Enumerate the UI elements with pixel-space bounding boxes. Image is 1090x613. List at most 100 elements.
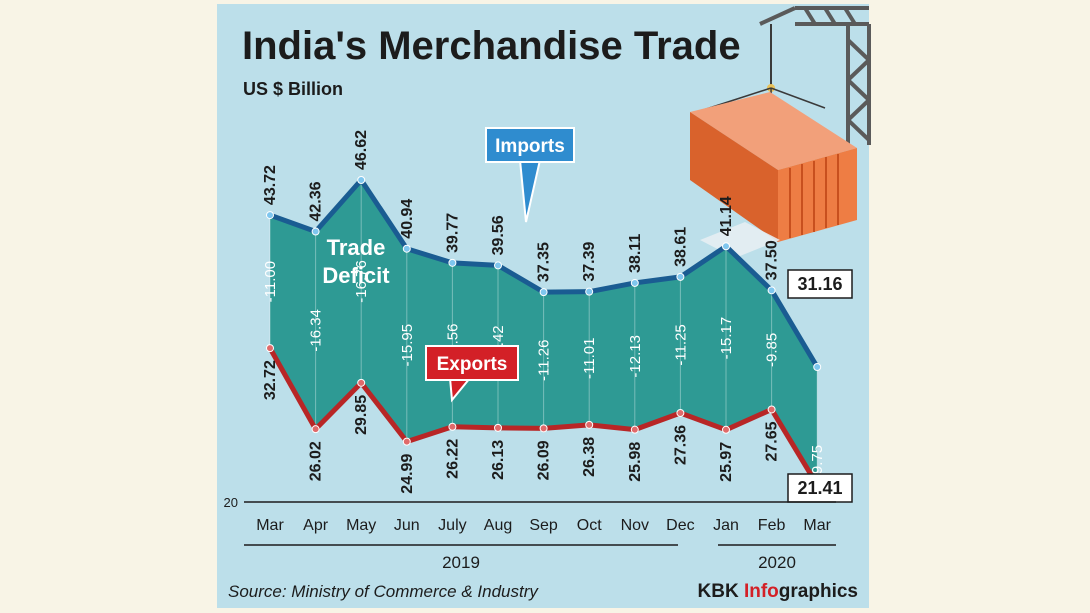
- month-label-11: Feb: [758, 517, 786, 534]
- exports-point-3: [402, 437, 411, 446]
- imports-label-11: 37.50: [764, 240, 781, 280]
- exports-point-9: [676, 408, 685, 417]
- exports-label-0: 32.72: [262, 360, 279, 400]
- exports-callout-label: Exports: [437, 354, 508, 375]
- imports-label-2: 46.62: [353, 130, 370, 170]
- exports-label-6: 26.09: [536, 440, 553, 480]
- month-label-10: Jan: [713, 517, 739, 534]
- deficit-label-9: -11.25: [672, 324, 689, 365]
- month-label-12: Mar: [803, 517, 831, 534]
- imports-point-9: [676, 272, 685, 281]
- month-label-9: Dec: [666, 517, 694, 534]
- imports-point-3: [402, 244, 411, 253]
- imports-point-7: [585, 287, 594, 296]
- imports-point-0: [266, 211, 274, 220]
- imports-points: [266, 176, 822, 372]
- month-label-0: Mar: [256, 517, 284, 534]
- imports-label-0: 43.72: [262, 165, 279, 205]
- y-axis-tick-20: 20: [224, 495, 238, 510]
- exports-label-10: 25.97: [718, 442, 735, 482]
- imports-end-label: 31.16: [797, 274, 842, 294]
- month-label-1: Apr: [303, 517, 329, 534]
- imports-end-label-box: [787, 269, 853, 299]
- imports-point-1: [311, 227, 320, 236]
- imports-callout: Imports: [485, 127, 575, 223]
- imports-label-8: 38.11: [627, 234, 644, 273]
- exports-label-3: 24.99: [399, 454, 416, 494]
- month-label-4: July: [438, 517, 466, 534]
- exports-point-7: [585, 420, 594, 429]
- imports-point-12: [813, 363, 822, 372]
- exports-end-label: 21.41: [797, 478, 842, 498]
- deficit-label-2: -16.76: [353, 260, 370, 303]
- imports-label-4: 39.77: [444, 213, 461, 253]
- year-label-2019: 2019: [442, 553, 480, 572]
- exports-point-1: [311, 425, 320, 434]
- source-note: Source: Ministry of Commerce & Industry: [228, 582, 539, 601]
- deficit-label-3: -15.95: [399, 324, 416, 367]
- exports-label-11: 27.65: [764, 421, 781, 461]
- deficit-connector-lines: [269, 180, 818, 485]
- imports-point-5: [494, 261, 502, 270]
- exports-point-0: [266, 344, 274, 353]
- deficit-label-11: -9.85: [764, 333, 781, 367]
- exports-label-1: 26.02: [308, 441, 325, 481]
- brand-credit: KBK Infographics: [698, 581, 858, 602]
- crane-illustration: [702, 6, 871, 145]
- chart-subtitle: US $ Billion: [243, 79, 343, 99]
- year-label-2020: 2020: [758, 553, 796, 572]
- imports-callout-label: Imports: [495, 136, 565, 157]
- chart-title: India's Merchandise Trade: [242, 24, 741, 68]
- brand-credit-part3: graphics: [779, 581, 858, 602]
- month-label-5: Aug: [484, 517, 512, 534]
- month-label-2: May: [346, 517, 376, 534]
- exports-callout: Exports: [425, 345, 519, 403]
- exports-point-10: [722, 425, 730, 434]
- trade-deficit-label-line2: Deficit: [322, 263, 390, 288]
- exports-point-8: [630, 425, 639, 434]
- imports-label-9: 38.61: [672, 227, 689, 267]
- imports-label-1: 42.36: [308, 181, 325, 221]
- imports-label-3: 40.94: [399, 199, 416, 239]
- imports-point-6: [539, 288, 548, 297]
- trade-deficit-label-line1: Trade: [327, 235, 386, 260]
- imports-value-labels: 43.72 42.36 46.62 40.94 39.77 39.56 37.35 37.39…: [262, 130, 781, 282]
- brand-credit-part1: KBK: [698, 581, 744, 602]
- trade-chart: 43.72 42.36 46.62 40.94 39.77 39.56 37.35 37.39…: [224, 127, 853, 572]
- exports-point-6: [539, 424, 548, 433]
- exports-label-8: 25.98: [627, 442, 644, 482]
- month-label-7: Oct: [577, 517, 602, 534]
- deficit-label-8: -12.13: [627, 335, 644, 378]
- imports-label-10: 41.14: [718, 196, 735, 236]
- exports-label-7: 26.38: [581, 437, 598, 477]
- imports-point-2: [357, 176, 366, 184]
- exports-point-2: [357, 378, 366, 387]
- exports-label-2: 29.85: [353, 395, 370, 435]
- month-label-8: Nov: [621, 517, 649, 534]
- exports-label-9: 27.36: [672, 425, 689, 465]
- month-label-6: Sep: [529, 517, 558, 534]
- imports-point-4: [448, 258, 457, 267]
- imports-label-5: 39.56: [490, 215, 507, 255]
- imports-point-8: [630, 278, 639, 287]
- trade-deficit-area: [270, 180, 818, 485]
- deficit-label-1: -16.34: [308, 309, 325, 352]
- trade-deficit-label: Trade Deficit: [322, 235, 390, 288]
- exports-label-4: 26.22: [444, 439, 461, 479]
- imports-label-6: 37.35: [536, 242, 553, 282]
- exports-point-11: [767, 405, 776, 414]
- deficit-label-0: -11.00: [262, 261, 279, 302]
- deficit-label-7: -11.01: [581, 338, 598, 379]
- shipping-container-illustration: [690, 92, 857, 258]
- deficit-label-6: -11.26: [536, 340, 553, 381]
- imports-label-7: 37.39: [581, 242, 598, 282]
- deficit-label-12: -9.75: [809, 445, 826, 479]
- deficit-label-10: -15.17: [718, 317, 735, 360]
- imports-point-11: [767, 286, 776, 295]
- brand-credit-part2: Info: [744, 581, 779, 602]
- exports-point-4: [448, 422, 457, 431]
- month-label-3: Jun: [394, 517, 420, 534]
- imports-point-10: [722, 242, 730, 251]
- x-axis-month-labels: Mar Apr May Jun July Aug Sep Oct Nov Dec Jan Feb Mar: [256, 517, 831, 534]
